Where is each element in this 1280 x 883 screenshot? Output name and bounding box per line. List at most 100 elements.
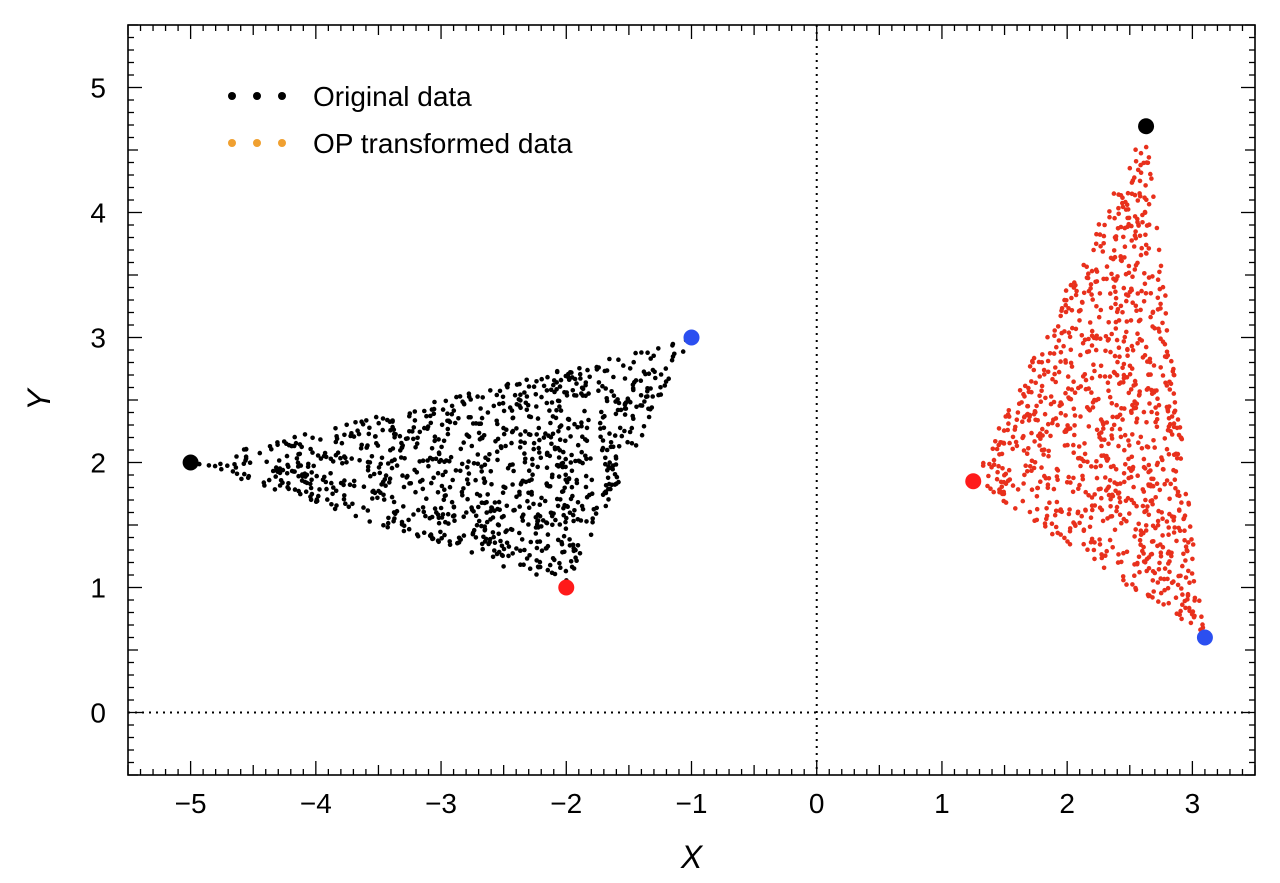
- scatter-point: [1154, 225, 1160, 231]
- scatter-point: [278, 478, 284, 483]
- scatter-point: [342, 478, 347, 483]
- scatter-point: [603, 455, 608, 461]
- scatter-point: [603, 461, 608, 467]
- scatter-point: [1048, 433, 1053, 439]
- scatter-point: [489, 482, 494, 487]
- scatter-point: [457, 394, 463, 399]
- scatter-point: [580, 506, 586, 512]
- scatter-point: [607, 356, 612, 362]
- scatter-point: [1067, 542, 1073, 547]
- scatter-point: [266, 477, 272, 483]
- scatter-point: [1134, 419, 1139, 425]
- legend-label-transformed: OP transformed data: [313, 128, 573, 159]
- scatter-point: [1124, 582, 1129, 587]
- scatter-point: [638, 393, 644, 398]
- scatter-point: [387, 419, 393, 425]
- scatter-point: [1133, 585, 1138, 591]
- scatter-point: [1066, 511, 1072, 517]
- scatter-point: [535, 564, 541, 570]
- scatter-point: [1159, 455, 1164, 460]
- scatter-point: [1168, 481, 1173, 487]
- scatter-point: [1122, 244, 1128, 249]
- scatter-point: [1092, 492, 1097, 497]
- scatter-point: [1171, 514, 1177, 520]
- scatter-point: [1089, 464, 1094, 469]
- scatter-point: [1179, 616, 1184, 622]
- scatter-point: [1190, 542, 1196, 547]
- scatter-point: [494, 449, 500, 455]
- scatter-point: [1082, 451, 1088, 457]
- scatter-point: [1148, 468, 1153, 473]
- scatter-point: [361, 484, 367, 490]
- scatter-point: [438, 457, 444, 463]
- scatter-point: [526, 522, 531, 527]
- scatter-point: [537, 450, 542, 455]
- scatter-point: [1146, 372, 1151, 377]
- scatter-point: [473, 513, 479, 519]
- scatter-point: [1056, 369, 1062, 375]
- scatter-point: [479, 500, 485, 506]
- scatter-point: [410, 429, 415, 434]
- scatter-point: [1186, 502, 1192, 507]
- scatter-point: [1141, 409, 1147, 415]
- scatter-point: [1006, 467, 1012, 473]
- scatter-point: [645, 386, 650, 391]
- scatter-point: [544, 465, 550, 471]
- scatter-point: [1133, 159, 1139, 164]
- scatter-point: [1123, 271, 1129, 277]
- scatter-point: [1113, 467, 1119, 472]
- scatter-point: [629, 441, 635, 446]
- scatter-point: [1094, 459, 1099, 464]
- scatter-point: [550, 472, 555, 478]
- scatter-point: [633, 350, 638, 356]
- scatter-point: [552, 389, 557, 395]
- scatter-point: [412, 418, 418, 423]
- scatter-point: [573, 547, 578, 553]
- scatter-point: [1171, 579, 1176, 584]
- scatter-point: [1156, 247, 1162, 253]
- scatter-point: [1171, 391, 1177, 396]
- scatter-point: [477, 437, 483, 442]
- scatter-point: [524, 377, 529, 383]
- scatter-point: [1137, 233, 1143, 239]
- vertex-marker: [1138, 118, 1155, 135]
- scatter-point: [475, 452, 481, 457]
- scatter-point: [545, 374, 550, 380]
- scatter-point: [569, 468, 575, 474]
- scatter-point: [479, 415, 485, 421]
- scatter-point: [527, 478, 532, 484]
- scatter-point: [1124, 549, 1130, 555]
- scatter-point: [285, 462, 290, 468]
- scatter-point: [562, 549, 567, 555]
- scatter-point: [1123, 207, 1129, 212]
- scatter-point: [1126, 438, 1131, 443]
- scatter-point: [392, 457, 397, 463]
- scatter-point: [1088, 286, 1093, 291]
- scatter-point: [1080, 340, 1086, 346]
- scatter-point: [1129, 286, 1134, 292]
- scatter-point: [1159, 510, 1164, 515]
- scatter-point: [540, 518, 546, 523]
- scatter-point: [442, 459, 447, 465]
- scatter-point: [616, 357, 621, 363]
- scatter-point: [385, 520, 391, 526]
- scatter-point: [440, 472, 446, 478]
- scatter-point: [570, 493, 575, 499]
- scatter-point: [415, 435, 420, 441]
- scatter-point: [991, 462, 997, 468]
- scatter-point: [310, 450, 315, 455]
- scatter-point: [1059, 308, 1064, 314]
- scatter-point: [1146, 246, 1152, 251]
- scatter-point: [1042, 521, 1048, 526]
- scatter-point: [569, 452, 574, 458]
- scatter-point: [1015, 487, 1021, 492]
- scatter-point: [281, 439, 287, 444]
- scatter-point: [1033, 417, 1038, 423]
- scatter-point: [1065, 426, 1071, 432]
- scatter-point: [605, 475, 611, 481]
- scatter-point: [277, 470, 283, 476]
- scatter-point: [1113, 319, 1119, 325]
- scatter-point: [1135, 216, 1140, 222]
- scatter-point: [511, 468, 516, 474]
- scatter-point: [239, 476, 244, 482]
